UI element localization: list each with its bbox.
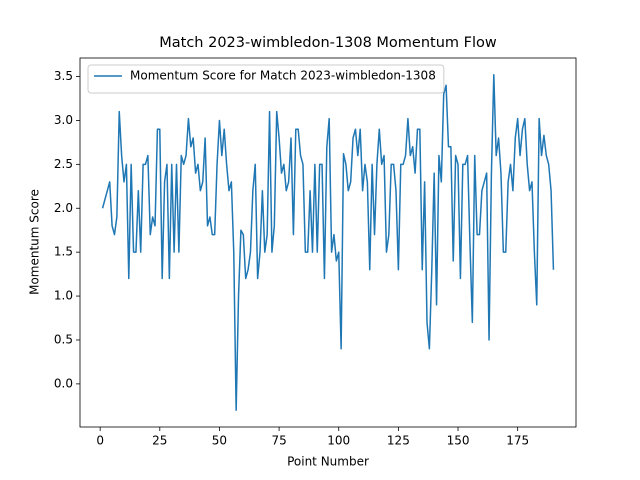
y-axis-label: Momentum Score (28, 189, 42, 295)
x-tick-label: 150 (447, 434, 470, 448)
chart-title: Match 2023-wimbledon-1308 Momentum Flow (159, 35, 497, 51)
y-tick-label: 0.0 (54, 376, 73, 390)
y-tick-label: 3.5 (54, 69, 73, 83)
series-line (101, 74, 555, 411)
y-tick-label: 0.5 (54, 332, 73, 346)
x-tick-label: 0 (96, 434, 104, 448)
y-tick-label: 2.5 (54, 157, 73, 171)
legend-label: Momentum Score for Match 2023-wimbledon-… (130, 69, 436, 83)
x-tick-label: 50 (212, 434, 227, 448)
y-tick-label: 1.0 (54, 289, 73, 303)
y-tick-label: 3.0 (54, 113, 73, 127)
legend: Momentum Score for Match 2023-wimbledon-… (87, 64, 445, 94)
x-tick-label: 100 (327, 434, 350, 448)
y-tick-label: 1.5 (54, 245, 73, 259)
x-axis-label: Point Number (287, 455, 369, 469)
x-tick-label: 125 (387, 434, 410, 448)
x-tick-label: 75 (271, 434, 286, 448)
y-tick-label: 2.0 (54, 201, 73, 215)
x-tick-label: 175 (506, 434, 529, 448)
axes-frame (79, 57, 577, 428)
legend-box (87, 64, 445, 94)
x-tick-label: 25 (152, 434, 167, 448)
